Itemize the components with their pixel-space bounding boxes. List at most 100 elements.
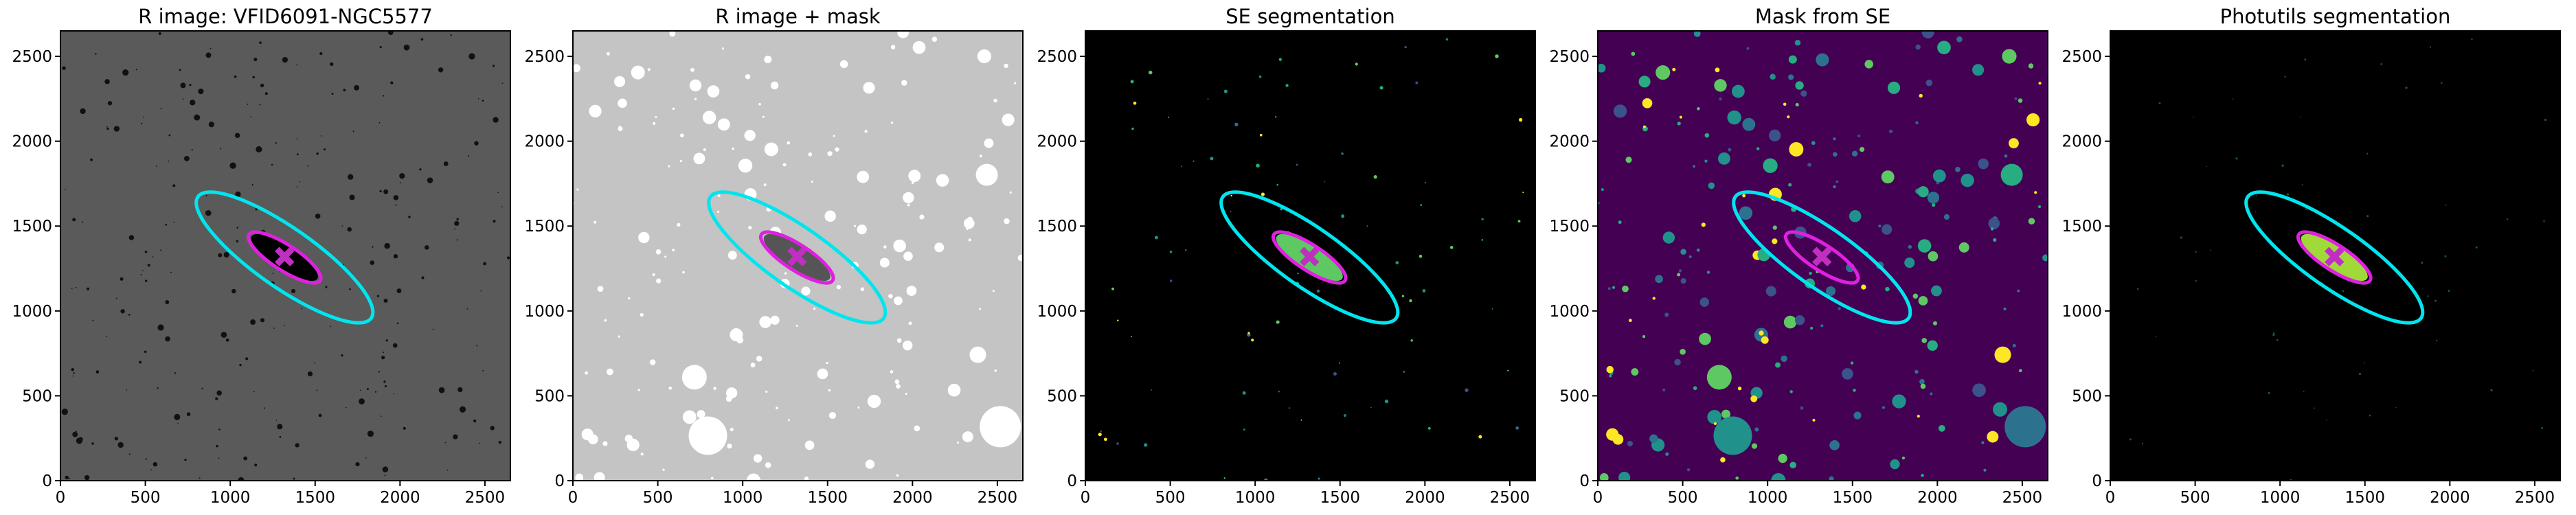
- source: [936, 174, 949, 187]
- source: [307, 371, 313, 377]
- source: [1384, 399, 1389, 404]
- source: [1707, 409, 1722, 424]
- source: [1794, 39, 1801, 46]
- source: [1887, 81, 1901, 94]
- source: [143, 116, 144, 118]
- source: [597, 286, 604, 293]
- x-tick-label: 2500: [2002, 489, 2043, 507]
- source: [80, 108, 86, 115]
- source: [888, 293, 893, 299]
- source: [260, 318, 265, 323]
- source: [1993, 238, 1997, 242]
- source: [860, 287, 865, 291]
- source: [474, 141, 479, 146]
- source: [2366, 215, 2369, 218]
- source: [1928, 251, 1939, 262]
- source: [65, 189, 66, 190]
- source: [2322, 273, 2324, 274]
- source: [826, 361, 828, 365]
- x-tick-label: 2000: [380, 489, 420, 507]
- source: [158, 32, 161, 36]
- source: [2284, 76, 2286, 78]
- x-tick-label: 500: [2180, 489, 2211, 507]
- source: [1789, 141, 1804, 157]
- source: [770, 315, 780, 325]
- source: [1680, 348, 1686, 355]
- source: [1627, 440, 1634, 447]
- source: [1921, 474, 1924, 477]
- source: [260, 83, 264, 88]
- source: [2281, 164, 2284, 167]
- source: [811, 181, 813, 183]
- source: [1116, 442, 1119, 445]
- source: [456, 218, 459, 220]
- source: [863, 82, 875, 94]
- source: [827, 151, 833, 157]
- aperture-ellipse: [758, 230, 835, 285]
- source: [1258, 75, 1262, 78]
- source: [1921, 338, 1928, 343]
- source: [2004, 154, 2008, 158]
- source: [649, 359, 656, 365]
- panel-title: Mask from SE: [1755, 5, 1890, 28]
- source: [194, 114, 201, 121]
- source: [392, 343, 398, 348]
- source: [483, 262, 486, 266]
- source: [1168, 116, 1169, 118]
- source: [277, 424, 283, 430]
- source: [1518, 117, 1523, 122]
- source: [1169, 279, 1173, 282]
- source: [833, 135, 835, 137]
- source: [1296, 163, 1298, 166]
- source: [296, 138, 298, 140]
- source: [804, 440, 815, 450]
- panel-title: Photutils segmentation: [2220, 5, 2451, 28]
- source: [92, 319, 94, 321]
- source: [1750, 395, 1758, 402]
- source: [91, 442, 94, 445]
- source: [370, 260, 375, 265]
- source: [165, 224, 168, 226]
- source: [624, 434, 633, 443]
- source: [71, 288, 73, 290]
- source: [1652, 297, 1656, 300]
- source: [95, 53, 97, 55]
- source: [1223, 477, 1225, 479]
- source: [857, 170, 870, 183]
- source: [655, 249, 662, 255]
- source: [221, 332, 227, 338]
- source: [72, 431, 78, 437]
- source: [128, 235, 135, 240]
- source: [325, 286, 328, 288]
- source: [1622, 285, 1629, 293]
- x-tick-label: 500: [1155, 489, 1186, 507]
- x-tick-label: 0: [2105, 489, 2116, 507]
- source: [1004, 63, 1008, 69]
- source: [702, 111, 716, 124]
- source: [238, 477, 245, 481]
- source: [1781, 355, 1787, 363]
- source: [1930, 392, 1933, 396]
- source: [1789, 390, 1793, 393]
- source: [384, 242, 390, 249]
- source: [2210, 249, 2212, 251]
- source: [890, 45, 896, 49]
- source: [447, 469, 449, 471]
- source: [385, 339, 388, 342]
- source: [480, 290, 482, 292]
- source: [1154, 236, 1158, 240]
- source: [738, 159, 753, 173]
- source: [2232, 98, 2234, 100]
- source: [903, 340, 913, 351]
- source: [165, 300, 170, 304]
- source: [1715, 67, 1720, 73]
- source: [1956, 36, 1963, 43]
- source: [218, 253, 223, 258]
- source: [456, 239, 458, 241]
- source: [763, 183, 767, 187]
- source: [341, 354, 343, 357]
- source: [1756, 147, 1760, 150]
- source: [864, 130, 868, 133]
- source: [482, 369, 484, 371]
- source: [1835, 180, 1839, 183]
